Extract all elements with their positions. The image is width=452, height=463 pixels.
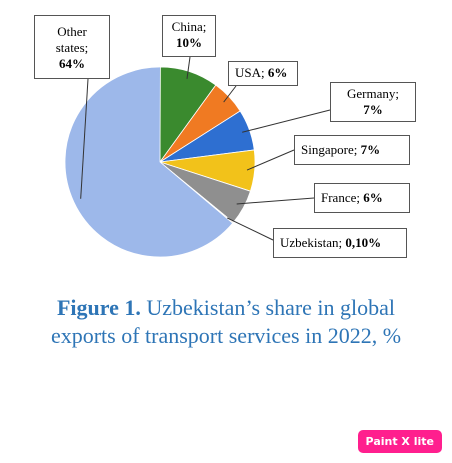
callout-china-value: 10%: [176, 35, 202, 50]
callout-germany: Germany; 7%: [330, 82, 416, 122]
callout-other-line2: states;: [55, 40, 89, 55]
callout-china: China; 10%: [162, 15, 216, 57]
callout-other-states: Other states; 64%: [34, 15, 110, 79]
callout-germany-line1: Germany;: [347, 86, 399, 101]
callout-france-name: France;: [321, 190, 364, 205]
leader-line-uzbekistan: [226, 217, 274, 241]
pie-chart: [64, 56, 331, 258]
paint-x-lite-badge: Paint X lite: [357, 430, 442, 453]
callout-uzbekistan-value: 0,10%: [345, 235, 382, 250]
callout-singapore: Singapore; 7%: [294, 135, 410, 165]
caption-line2: exports of transport services in 2022, %: [50, 323, 402, 348]
figure-caption: Figure 1. Uzbekistan’s share in global e…: [0, 294, 452, 350]
leader-line-germany: [242, 109, 331, 133]
callout-usa-name: USA;: [235, 65, 268, 80]
leader-line-france: [236, 197, 315, 205]
pie-slices: [64, 66, 256, 258]
callout-other-line1: Other: [57, 24, 87, 39]
callout-france-value: 6%: [363, 190, 383, 205]
callout-singapore-value: 7%: [360, 142, 381, 157]
caption-line1: Uzbekistan’s share in global: [140, 295, 396, 320]
callout-france: France; 6%: [314, 183, 410, 213]
leader-line-singapore: [246, 149, 295, 171]
pie-slice-other-states: [64, 66, 234, 258]
callout-germany-value: 7%: [363, 102, 383, 117]
callout-usa-value: 6%: [267, 65, 288, 80]
callout-uzbekistan: Uzbekistan; 0,10%: [273, 228, 407, 258]
callout-usa: USA; 6%: [228, 61, 298, 86]
caption-figure-label: Figure 1.: [56, 295, 141, 320]
leader-line-other-states: [80, 78, 89, 199]
callout-singapore-name: Singapore;: [301, 142, 361, 157]
callout-uzbekistan-name: Uzbekistan;: [280, 235, 346, 250]
leader-lines: [80, 56, 331, 241]
callout-other-value: 64%: [59, 56, 85, 71]
leader-line-china: [186, 56, 191, 79]
leader-line-usa: [223, 85, 237, 103]
callout-china-line1: China;: [171, 19, 207, 34]
